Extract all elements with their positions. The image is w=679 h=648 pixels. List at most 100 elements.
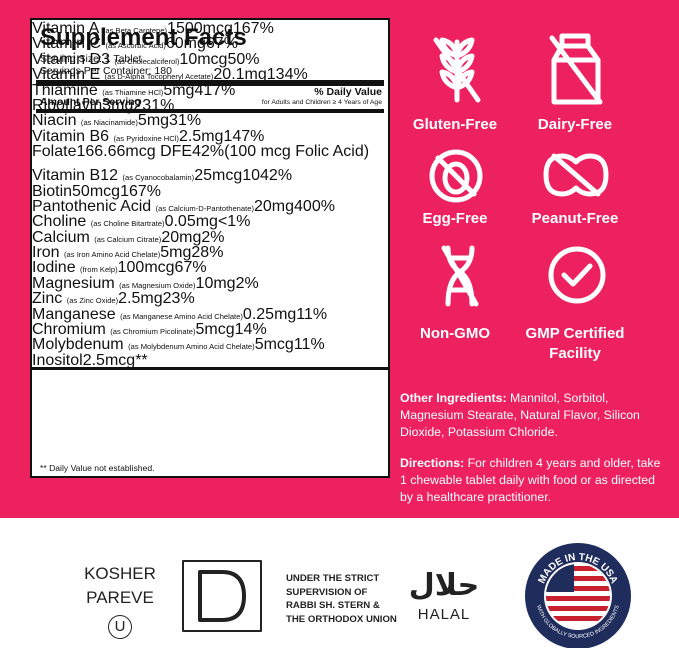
unit: mg (201, 127, 224, 145)
unit: mg (195, 213, 218, 231)
name: Vitamin D3 (32, 50, 110, 68)
daily-value: <1% (217, 213, 251, 231)
nutrient-name: Vitamin B12 (as Cyanocobalamin) (32, 167, 194, 184)
name: Vitamin A (32, 20, 99, 37)
daily-value: ** (135, 351, 148, 369)
amount: 2.5 (82, 351, 105, 369)
amount: 0.05 (164, 213, 196, 231)
daily-value: 14% (234, 321, 267, 339)
daily-value: 42% (192, 143, 225, 161)
text: Mannitol, Sorbitol, Magnesium Stearate, … (400, 391, 640, 439)
source: (as Pyridoxine HCl) (113, 133, 179, 143)
nutrient-name: Zinc (as Zinc Oxide) (32, 290, 118, 307)
amount: 25 (194, 167, 212, 185)
source: (as Beta Carotene) (102, 26, 168, 35)
nutrient-row: Inositol2.5mcg** (32, 351, 388, 371)
badge-label: Peanut-Free (531, 210, 619, 227)
name: Manganese (32, 305, 116, 323)
nutrient-name: Calcium (as Calcium Citrate) (32, 229, 161, 246)
amount: 3 (102, 96, 112, 114)
kosher-line: PAREVE (86, 588, 154, 607)
daily-value: 147% (223, 127, 265, 145)
amount: 20.1 (213, 66, 245, 84)
nutrient-row: Iodine (from Kelp)100mcg67% (32, 259, 388, 277)
nutrient-row: Magnesium (as Magnesium Oxide)10mg2% (32, 275, 388, 292)
unit: mcg (104, 351, 136, 369)
name: Vitamin B12 (32, 167, 118, 185)
egg-free-icon (429, 149, 483, 203)
servings: Servings Per Container: 180 (40, 65, 172, 77)
daily-value: 134% (266, 66, 308, 84)
unit: mg (179, 228, 202, 246)
badge-label: GMP Certified Facility (525, 325, 625, 362)
amount-header: Amount Per Serving (40, 96, 141, 108)
kosher: KOSHER PAREVE (70, 562, 170, 610)
name: Vitamin B6 (32, 127, 110, 145)
supervision: UNDER THE STRICT SUPERVISION OF RABBI SH… (286, 573, 397, 625)
daily-value: 11% (293, 336, 325, 354)
source: (as Manganese Amino Acid Chelate) (120, 311, 243, 321)
name: Vitamin C (32, 35, 102, 53)
serving-size: Serving Size: 1 Tablet (40, 53, 142, 65)
daily-value: 400% (294, 197, 335, 215)
amount: 0.25 (242, 305, 275, 323)
unit: mcg (202, 20, 233, 37)
source: (as Niacinamide) (80, 118, 138, 128)
daily-value: 11% (296, 305, 328, 323)
nutrient-name: Folate (32, 143, 76, 160)
name: Choline (32, 213, 87, 231)
nutrient-row: Choline (as Choline Bitartrate)0.05mg<1% (32, 213, 388, 231)
halal: HALAL (417, 606, 471, 623)
source: (as Magnesium Oxide) (119, 280, 196, 290)
name: Pantothenic Acid (32, 197, 152, 215)
daily-value: 167% (120, 182, 161, 200)
nutrient-rows: Vitamin A (as Beta Carotene)1500mcg167% V… (32, 20, 388, 371)
text: For children 4 years and older, take 1 c… (400, 456, 661, 504)
nutrient-row: Vitamin A (as Beta Carotene)1500mcg167% (32, 20, 388, 37)
amount: 5 (195, 321, 205, 339)
nutrient-row: Manganese (as Manganese Amino Acid Chela… (32, 305, 388, 323)
nutrient-row: Folate166.66mcg DFE42%(100 mcg Folic Aci… (32, 143, 388, 167)
amount: 100 (117, 259, 145, 277)
unit: mg (169, 244, 192, 262)
supplement-facts-panel: Supplement Facts Serving Size: 1 Tablet … (30, 18, 390, 478)
name: Chromium (32, 321, 106, 339)
nutrient-name: Biotin (32, 183, 72, 200)
unit: mg (183, 35, 206, 53)
amount: 5 (137, 112, 147, 130)
dv-header: % Daily Value (314, 86, 382, 98)
nutrient-row: Zinc (as Zinc Oxide)2.5mg23% (32, 290, 388, 308)
unit: mcg (197, 50, 228, 68)
name: Iodine (32, 259, 76, 277)
name: Inositol (32, 351, 83, 369)
name: Niacin (32, 112, 77, 130)
nutrient-name: Vitamin A (as Beta Carotene) (32, 20, 167, 37)
halal-arabic: حلال (408, 569, 480, 602)
nutrient-name: Iron (as Iron Amino Acid Chelate) (32, 244, 160, 261)
daily-value: 50% (227, 50, 260, 68)
footnote: ** Daily Value not established. (40, 463, 155, 473)
amount: 10 (179, 50, 198, 68)
nutrient-name: Inositol (32, 352, 83, 369)
gmp-icon (548, 246, 606, 304)
gluten-free-icon (433, 37, 481, 103)
source: (as Calcium-D-Pantothenate) (155, 203, 254, 213)
nutrient-name: Manganese (as Manganese Amino Acid Chela… (32, 306, 243, 323)
unit: mcg DFE (125, 143, 193, 161)
amount: 2.5 (118, 290, 141, 308)
amount: 20 (254, 197, 272, 215)
source: (as Choline Bitartrate) (90, 219, 165, 229)
ou-symbol: U (108, 615, 132, 639)
divider (36, 109, 384, 113)
nutrient-row: Molybdenum (as Molybdenum Amino Acid Che… (32, 336, 388, 354)
nutrient-row: Biotin50mcg167% (32, 182, 388, 200)
name: Molybdenum (32, 336, 124, 354)
usa-badge: MADE IN THE USA WITH GLOBALLY SOURCED IN… (525, 543, 631, 648)
nutrient-name: Chromium (as Chromium Picolinate) (32, 321, 196, 338)
amount: 2.5 (178, 127, 202, 145)
nutrient-name: Niacin (as Niacinamide) (32, 112, 138, 129)
nutrient-row: Niacin (as Niacinamide)5mg31% (32, 112, 388, 130)
daily-value: 31% (169, 112, 202, 130)
unit: mcg (89, 182, 121, 200)
kashrut-logo (182, 560, 262, 632)
